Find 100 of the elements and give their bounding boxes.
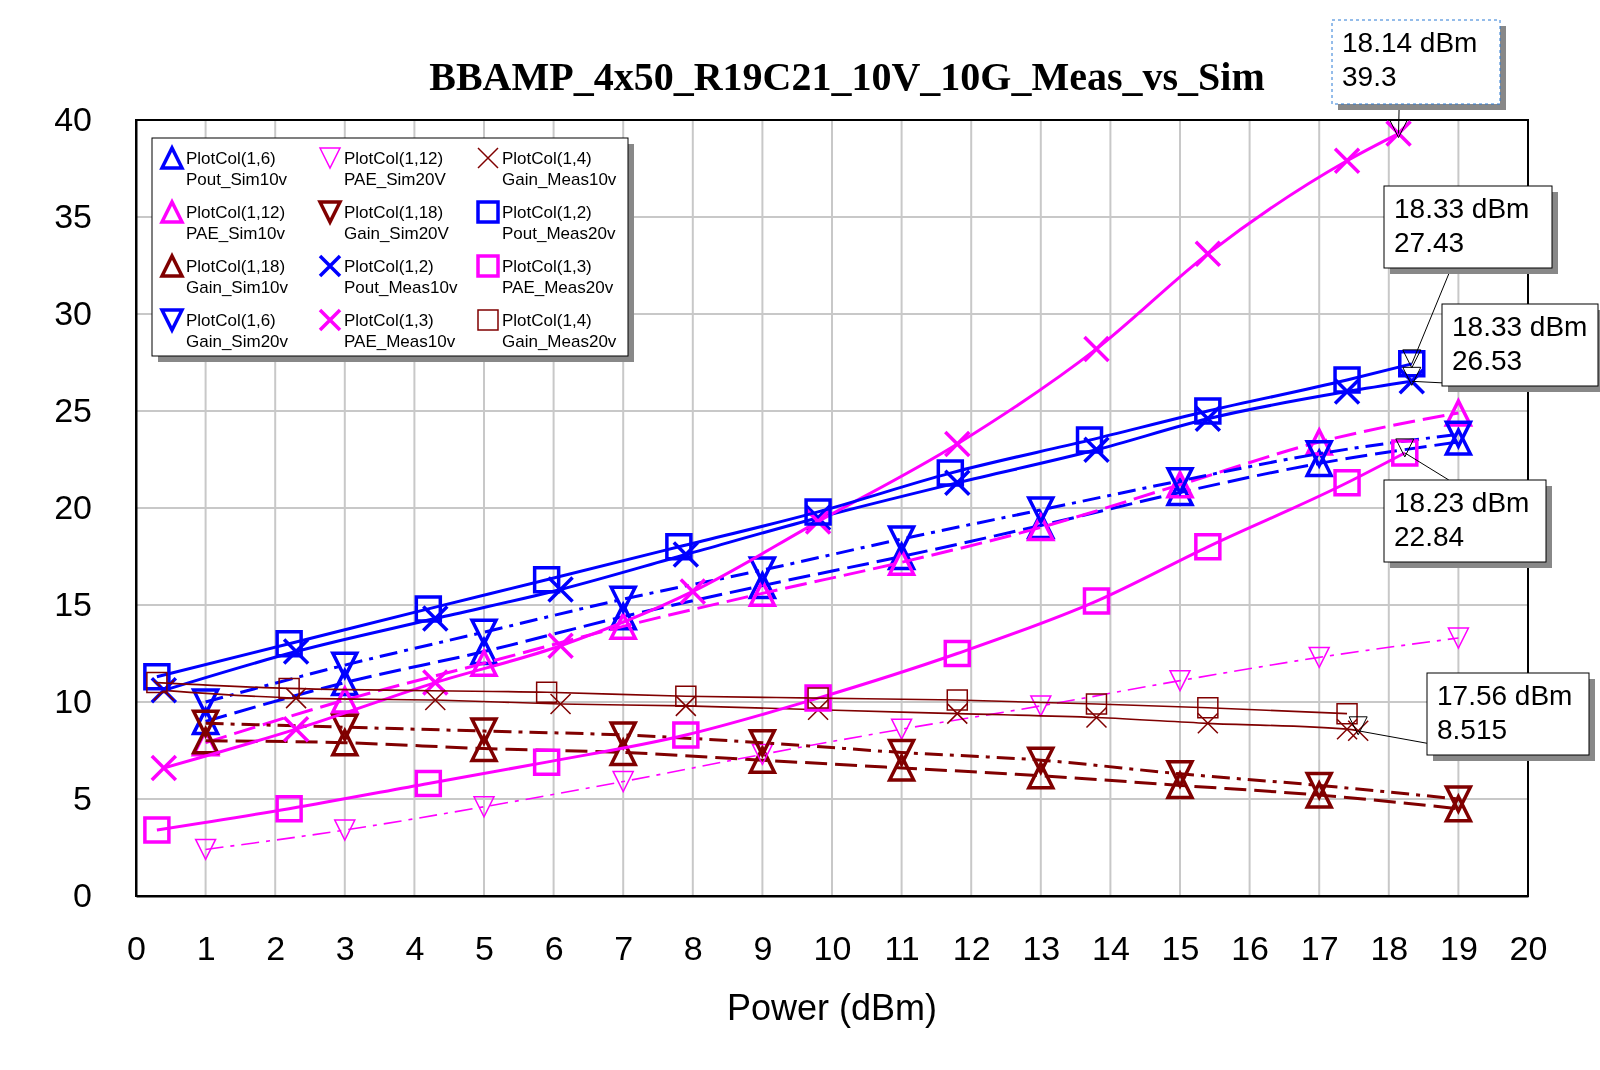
point <box>1443 792 1474 823</box>
point <box>473 796 495 818</box>
legend-label: PlotCol(1,18) Gain_Sim20V <box>344 203 450 243</box>
point <box>1197 712 1219 735</box>
point <box>609 585 637 613</box>
x-tick-label: 17 <box>1300 929 1339 968</box>
point <box>1027 761 1055 790</box>
point <box>672 721 700 749</box>
point <box>1398 350 1426 378</box>
point <box>1165 769 1195 800</box>
x-tick-label: 9 <box>753 929 773 968</box>
point <box>612 770 634 793</box>
y-tick-label: 35 <box>54 197 92 236</box>
legend-label: PlotCol(1,6) Gain_Sim20v <box>186 311 289 351</box>
point <box>1082 436 1111 464</box>
legend-label: PlotCol(1,4) Gain_Meas10v <box>502 149 617 189</box>
point <box>278 677 300 700</box>
point <box>943 430 972 458</box>
x-tick-label: 4 <box>405 929 425 968</box>
point <box>470 649 498 677</box>
legend-label: PlotCol(1,2) Pout_Meas20v <box>502 203 616 243</box>
point <box>1304 439 1334 470</box>
point <box>1169 669 1191 692</box>
legend-label: PlotCol(1,6) Pout_Sim10v <box>186 149 288 189</box>
point <box>672 540 700 569</box>
legend-label: PlotCol(1,2) Pout_Meas10v <box>344 257 458 297</box>
point <box>546 631 575 660</box>
point <box>890 718 913 740</box>
x-tick-label: 8 <box>683 929 703 968</box>
point <box>675 695 697 717</box>
legend-label: PlotCol(1,3) PAE_Meas10v <box>344 311 456 351</box>
x-tick-label: 3 <box>335 929 355 968</box>
x-tick-label: 2 <box>266 929 286 968</box>
y-tick-label: 40 <box>54 100 92 139</box>
y-tick-label: 10 <box>54 682 92 721</box>
point <box>1333 146 1361 175</box>
point <box>1308 646 1330 669</box>
x-tick-label: 18 <box>1370 929 1409 968</box>
annotation: 18.14 dBm 39.3 <box>1342 27 1478 92</box>
point <box>1444 785 1473 813</box>
x-tick-label: 11 <box>884 929 920 968</box>
point <box>414 769 443 798</box>
x-tick-label: 20 <box>1509 929 1548 968</box>
point <box>194 838 217 861</box>
point <box>1194 533 1222 561</box>
point <box>282 715 310 743</box>
point <box>608 736 638 767</box>
point <box>282 637 310 666</box>
point <box>1030 695 1052 717</box>
point <box>1085 693 1108 715</box>
point <box>330 726 360 757</box>
point <box>946 689 969 711</box>
point <box>1027 746 1055 774</box>
point <box>1333 366 1361 394</box>
y-tick-label: 25 <box>54 391 92 430</box>
annotation: 17.56 dBm 8.515 <box>1437 680 1573 745</box>
point <box>1082 587 1111 615</box>
point <box>535 681 558 704</box>
point <box>275 630 303 658</box>
point <box>887 738 916 767</box>
point <box>1333 469 1361 497</box>
y-tick-label: 30 <box>54 294 92 333</box>
point <box>1082 335 1111 363</box>
point <box>804 498 832 526</box>
point <box>1075 426 1104 454</box>
point <box>331 651 359 679</box>
point <box>1166 760 1194 788</box>
point <box>421 604 450 633</box>
point <box>1444 428 1473 456</box>
point <box>143 663 171 691</box>
point <box>424 689 447 711</box>
x-tick-label: 6 <box>544 929 564 968</box>
point <box>887 754 916 782</box>
point <box>946 702 969 725</box>
x-tick-label: 15 <box>1161 929 1200 968</box>
point <box>549 693 572 715</box>
point <box>546 575 575 604</box>
annotation: 18.23 dBm 22.84 <box>1394 487 1530 552</box>
x-tick-label: 10 <box>813 929 852 968</box>
legend-label: PlotCol(1,12) PAE_Sim20V <box>344 149 447 189</box>
point <box>807 699 829 721</box>
y-tick-label: 5 <box>73 779 92 818</box>
point <box>1305 781 1333 809</box>
point <box>679 577 707 606</box>
legend-label: PlotCol(1,18) Gain_Sim10v <box>186 257 289 297</box>
x-tick-label: 1 <box>196 929 216 968</box>
x-tick-label: 5 <box>475 929 494 968</box>
y-tick-label: 15 <box>54 585 92 624</box>
legend-label: PlotCol(1,12) PAE_Sim10v <box>186 203 286 243</box>
annotation: 18.33 dBm 26.53 <box>1452 311 1588 376</box>
x-tick-label: 7 <box>614 929 634 968</box>
point <box>943 469 972 497</box>
point <box>609 612 637 641</box>
point <box>1304 771 1334 802</box>
point <box>331 686 359 714</box>
point <box>1304 447 1334 478</box>
point <box>1333 377 1361 406</box>
point <box>1391 439 1419 467</box>
point <box>421 668 450 697</box>
point <box>943 639 972 668</box>
